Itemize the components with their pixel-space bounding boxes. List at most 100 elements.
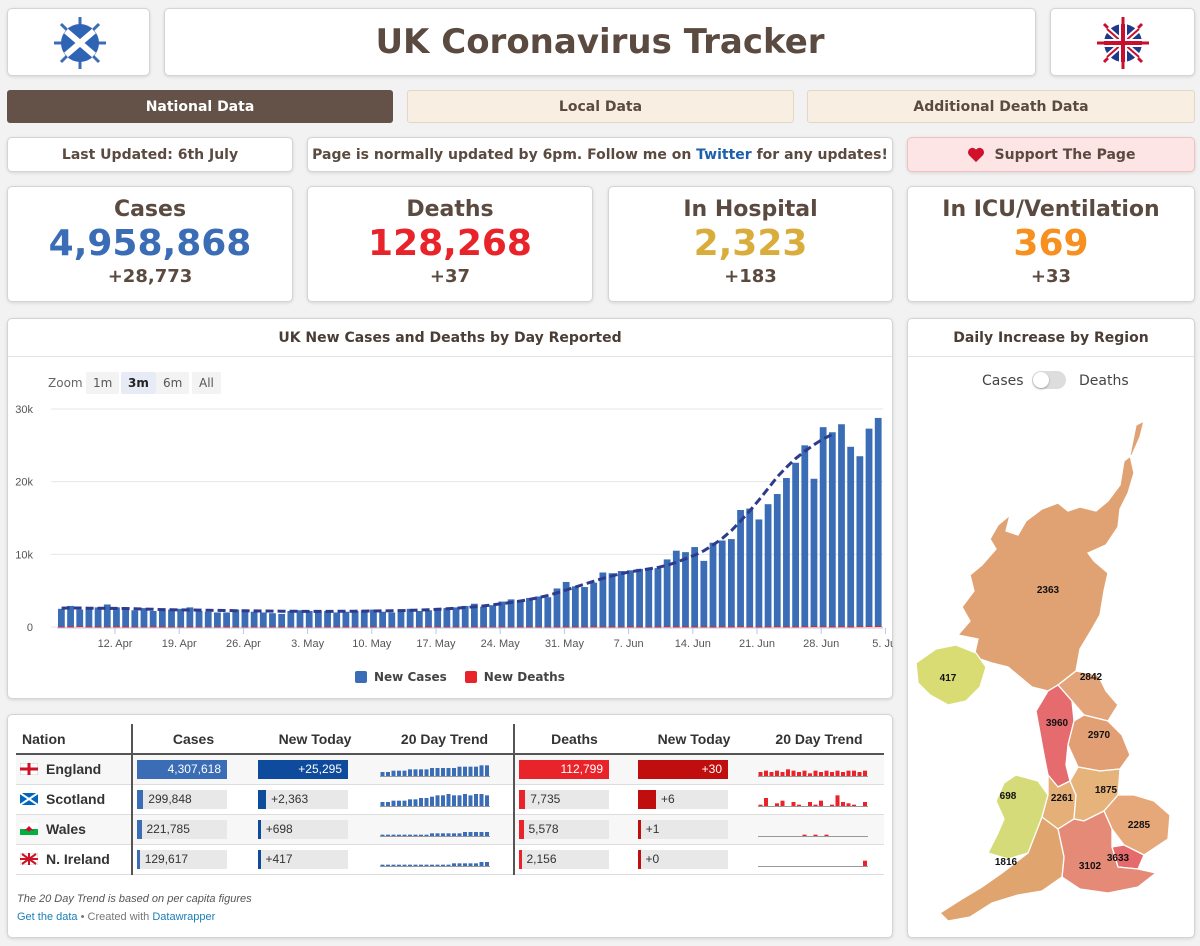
- case-bar: [700, 560, 708, 627]
- case-bar: [874, 417, 882, 627]
- case-bar: [76, 609, 84, 627]
- case-bar: [847, 446, 855, 627]
- map-title: Daily Increase by Region: [908, 319, 1194, 357]
- case-bar: [608, 573, 616, 627]
- toggle-knob: [1033, 372, 1049, 388]
- col-deaths-new-today[interactable]: New Today: [634, 724, 754, 755]
- region-value-london: 3633: [1107, 853, 1130, 864]
- value-bar: 4,307,618: [137, 759, 227, 779]
- death-bar: [452, 626, 460, 628]
- value-bar: 7,735: [519, 789, 609, 809]
- case-bar: [737, 510, 744, 627]
- zoom-3m-button[interactable]: 3m: [121, 372, 156, 394]
- value-bar: +417: [258, 849, 348, 869]
- case-bar: [773, 494, 781, 627]
- region-value-scotland: 2363: [1037, 585, 1060, 596]
- death-bar: [636, 626, 643, 628]
- last-updated: Last Updated: 6th July: [61, 146, 239, 163]
- region-yorkshire[interactable]: [1067, 714, 1131, 772]
- tab-national-data[interactable]: National Data: [7, 90, 393, 123]
- case-bar: [617, 571, 625, 627]
- col-new-today[interactable]: New Today: [254, 724, 376, 755]
- case-bar: [314, 611, 322, 627]
- death-bar: [489, 626, 497, 628]
- zoom-1m-button[interactable]: 1m: [86, 372, 120, 394]
- death-bar: [792, 626, 799, 628]
- zoom-all-button[interactable]: All: [192, 372, 221, 394]
- case-bar: [571, 586, 579, 627]
- case-bar: [452, 607, 460, 627]
- tab-additional-death-data[interactable]: Additional Death Data: [807, 90, 1195, 123]
- cases-deaths-toggle[interactable]: [1032, 371, 1066, 389]
- support-button[interactable]: Support The Page: [907, 137, 1195, 172]
- col-cases[interactable]: Cases: [132, 724, 254, 755]
- legend-item-cases[interactable]: New Cases: [355, 670, 447, 684]
- stat-card-icu: In ICU/Ventilation 369 +33: [907, 186, 1195, 302]
- case-bar: [599, 572, 607, 627]
- table-header-row: Nation Cases New Today 20 Day Trend Deat…: [16, 724, 884, 755]
- new-today-cell: +2,363: [254, 784, 376, 815]
- case-bar: [122, 609, 130, 627]
- tab-local-data[interactable]: Local Data: [407, 90, 794, 123]
- case-bar: [140, 608, 148, 627]
- deaths-trend-cell: [754, 814, 884, 845]
- death-bar: [296, 626, 304, 628]
- case-bar: [516, 600, 524, 627]
- case-bar: [149, 611, 157, 627]
- death-bar: [865, 625, 873, 627]
- death-bar: [214, 626, 221, 628]
- table-row: Scotland 299,848 +2,363 7,735 +6: [16, 784, 884, 815]
- death-bar: [149, 626, 157, 628]
- stat-card-cases: Cases 4,958,868 +28,773: [7, 186, 293, 302]
- case-bar: [287, 611, 295, 627]
- death-bar: [672, 626, 680, 628]
- case-bar: [259, 612, 267, 627]
- case-bar: [590, 582, 598, 627]
- case-bar: [471, 603, 478, 627]
- region-northern-ireland[interactable]: [915, 644, 987, 706]
- region-east-of-england[interactable]: [1103, 794, 1171, 856]
- case-bar: [223, 612, 230, 627]
- uk-region-map: 2363 417 2842 3960 2970 698 2261 1875 22…: [915, 419, 1171, 922]
- death-bar: [599, 626, 607, 628]
- scotland-flag-icon: [20, 792, 38, 805]
- legend-item-deaths[interactable]: New Deaths: [464, 670, 565, 684]
- heart-icon: [967, 147, 984, 162]
- stat-label: In Hospital: [683, 197, 818, 222]
- region-south-west[interactable]: [938, 815, 1065, 922]
- death-bar: [177, 626, 185, 628]
- trend-sparkline: [758, 769, 868, 777]
- stat-value: 2,323: [693, 223, 808, 264]
- get-data-link[interactable]: Get the data: [17, 911, 78, 923]
- region-scotland[interactable]: [956, 419, 1145, 692]
- legend-swatch-cases: [355, 671, 367, 683]
- case-bar: [682, 552, 689, 627]
- new-today-cell: +417: [254, 844, 376, 875]
- death-bar: [617, 626, 625, 628]
- death-bar: [746, 626, 754, 628]
- trend-sparkline: [758, 794, 868, 807]
- death-bar: [360, 626, 368, 628]
- death-bar: [553, 626, 561, 628]
- col-nation[interactable]: Nation: [16, 724, 133, 755]
- twitter-link[interactable]: Twitter: [696, 146, 752, 163]
- case-bar: [746, 508, 754, 627]
- col-deaths[interactable]: Deaths: [514, 724, 634, 755]
- value-bar: +0: [638, 849, 728, 869]
- datawrapper-link[interactable]: Datawrapper: [152, 911, 216, 923]
- deaths-cell: 2,156: [514, 844, 634, 875]
- death-bar: [691, 626, 699, 628]
- case-bar: [672, 550, 680, 627]
- virus-scotland-icon: [54, 17, 106, 69]
- wales-flag-icon: [20, 822, 38, 835]
- region-north-west[interactable]: [1035, 684, 1075, 788]
- death-bar: [122, 626, 130, 628]
- case-bar: [645, 569, 653, 627]
- zoom-6m-button[interactable]: 6m: [156, 372, 190, 394]
- case-bar: [131, 610, 139, 627]
- death-bar: [305, 626, 313, 628]
- region-south-east[interactable]: [1057, 810, 1158, 894]
- death-bar: [700, 626, 708, 628]
- notice-text-end: for any updates!: [751, 146, 888, 163]
- x-tick-label: 7. Jun: [614, 638, 644, 650]
